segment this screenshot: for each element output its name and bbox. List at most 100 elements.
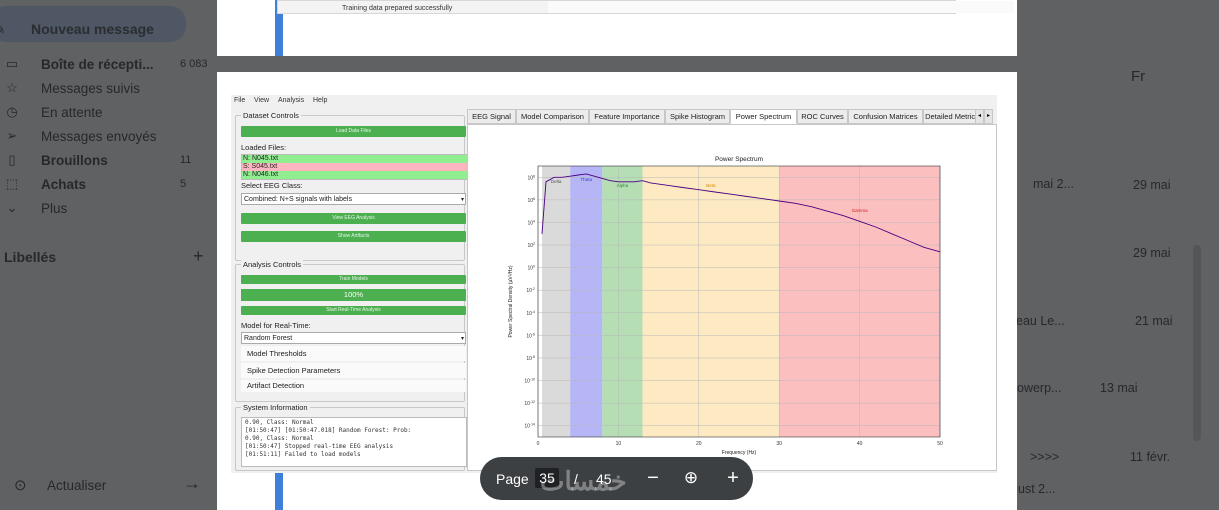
nav-item[interactable]: ▭ Boîte de récepti... 6 083 bbox=[0, 56, 215, 76]
y-tick-exponent: -8 bbox=[532, 355, 535, 359]
mail-row-fragment: >>>> bbox=[1030, 450, 1060, 464]
class-select-value: Combined: N+S signals with labels bbox=[244, 196, 352, 203]
model-thresholds-section[interactable]: Model Thresholds bbox=[241, 346, 466, 361]
y-axis-label: Power Spectral Density (µV²/Hz) bbox=[508, 265, 514, 337]
pdf-page-34: Training data prepared successfully bbox=[217, 0, 1017, 56]
tab-model-comparison[interactable]: Model Comparison bbox=[516, 109, 589, 124]
log-strip-shade bbox=[548, 1, 1014, 13]
chevron-down-icon: ⌄ bbox=[6, 200, 18, 215]
tab-roc-curves[interactable]: ROC Curves bbox=[797, 109, 848, 124]
watermark-logo: خمسات bbox=[540, 466, 627, 496]
log-line: [01:50:47] Stopped real-time EEG analysi… bbox=[245, 443, 394, 450]
tab-power-spectrum[interactable]: Power Spectrum bbox=[730, 109, 797, 124]
menu-file[interactable]: File bbox=[234, 97, 246, 104]
band-theta bbox=[570, 166, 603, 437]
arrow-right-icon[interactable]: → bbox=[183, 473, 201, 493]
y-tick-exponent: -4 bbox=[532, 310, 535, 314]
y-tick-exponent: -6 bbox=[532, 332, 535, 336]
band-label: Theta bbox=[580, 177, 592, 182]
left-panel: Dataset Controls Load Data Files Loaded … bbox=[231, 107, 469, 473]
realtime-button[interactable]: Start Real-Time Analysis bbox=[241, 306, 466, 315]
nav-item[interactable]: ◷ En attente bbox=[0, 104, 215, 124]
load-data-button[interactable]: Load Data Files bbox=[241, 126, 466, 137]
zoom-out-icon[interactable]: − bbox=[647, 467, 659, 489]
zoom-fit-icon[interactable]: ⊕ bbox=[683, 468, 699, 487]
tab-spike-histogram[interactable]: Spike Histogram bbox=[665, 109, 730, 124]
y-tick-exponent: -14 bbox=[530, 423, 535, 427]
y-tick-exponent: -12 bbox=[530, 400, 535, 404]
y-tick-label: 10-12 bbox=[524, 400, 535, 407]
clock-icon: ◷ bbox=[6, 104, 18, 119]
show-artifacts-button[interactable]: Show Artifacts bbox=[241, 231, 466, 242]
page-label: Page bbox=[496, 471, 529, 487]
mail-row-fragment: owerp... bbox=[1017, 381, 1062, 395]
band-label: Gamma bbox=[852, 208, 869, 213]
system-log[interactable]: 0.90, Class: Normal [01:50:47] [01:50:47.… bbox=[241, 417, 467, 467]
file-list-item[interactable]: N: N045.txt bbox=[242, 155, 467, 163]
model-select[interactable]: Random Forest ▾ bbox=[241, 332, 466, 344]
nav-count: 6 083 bbox=[180, 58, 208, 70]
tab-bar: EEG Signal Model Comparison Feature Import… bbox=[467, 109, 997, 124]
band-delta bbox=[542, 166, 571, 437]
nav-item[interactable]: ☆ Messages suivis bbox=[0, 80, 215, 100]
zoom-in-icon[interactable]: + bbox=[727, 467, 739, 489]
tab-detailed-metrics[interactable]: Detailed Metrics bbox=[923, 109, 981, 124]
compose-button[interactable]: ✎ Nouveau message bbox=[0, 6, 186, 42]
band-label: Delta bbox=[551, 179, 562, 184]
mail-row-fragment: ust 2... bbox=[1018, 482, 1056, 496]
nav-item[interactable]: ⌄ Plus bbox=[0, 200, 215, 220]
pdf-page-35: File View Analysis Help Dataset Controls… bbox=[217, 72, 1017, 510]
dropdown-arrow-icon: ▾ bbox=[460, 197, 464, 203]
spike-detection-section[interactable]: Spike Detection Parameters bbox=[241, 363, 466, 378]
plot-area: Delta Theta Alpha Beta Gamma 0 10 20 30 40 50 108 10… bbox=[467, 124, 997, 471]
x-tick-label: 10 bbox=[616, 441, 622, 447]
chart-title: Power Spectrum bbox=[715, 156, 763, 163]
y-tick-label: 106 bbox=[527, 197, 535, 204]
file-list-item[interactable]: N: N046.txt bbox=[242, 171, 467, 179]
band-beta bbox=[642, 166, 780, 437]
menu-analysis[interactable]: Analysis bbox=[278, 97, 305, 104]
class-select[interactable]: Combined: N+S signals with labels ▾ bbox=[241, 193, 466, 205]
nav-item[interactable]: ▯ Brouillons 11 bbox=[0, 152, 215, 172]
select-class-label: Select EEG Class: bbox=[241, 181, 303, 190]
labels-heading: Libellés bbox=[4, 249, 57, 265]
menu-help[interactable]: Help bbox=[313, 97, 328, 104]
tab-scroll-left-icon[interactable]: ◂ bbox=[975, 109, 984, 124]
train-models-button[interactable]: Train Models bbox=[241, 275, 466, 284]
file-list[interactable]: N: N045.txt S: S045.txt N: N046.txt bbox=[241, 154, 468, 180]
y-tick-exponent: 0 bbox=[533, 265, 535, 269]
dataset-controls-group: Dataset Controls Load Data Files Loaded … bbox=[235, 111, 468, 261]
y-tick-exponent: -10 bbox=[530, 378, 535, 382]
y-tick-label: 108 bbox=[527, 174, 535, 181]
menu-view[interactable]: View bbox=[254, 97, 270, 104]
tab-feature-importance[interactable]: Feature Importance bbox=[589, 109, 665, 124]
log-line: 0.90, Class: Normal bbox=[245, 435, 314, 442]
inbox-icon: ▭ bbox=[5, 56, 19, 71]
page-number-input[interactable]: 35 bbox=[535, 468, 559, 488]
x-tick-label: 30 bbox=[776, 441, 782, 447]
x-axis-label: Frequency (Hz) bbox=[722, 450, 757, 456]
view-eeg-button[interactable]: View EEG Analysis bbox=[241, 213, 466, 224]
y-tick-label: 10-6 bbox=[526, 332, 535, 339]
x-tick-label: 50 bbox=[937, 441, 943, 447]
add-label-icon[interactable]: + bbox=[193, 246, 204, 266]
tab-eeg-signal[interactable]: EEG Signal bbox=[467, 109, 516, 124]
file-list-item[interactable]: S: S045.txt bbox=[242, 163, 467, 171]
nav-item[interactable]: ⬚ Achats 5 bbox=[0, 176, 215, 196]
page-accent-bar bbox=[275, 470, 283, 510]
scrollbar[interactable] bbox=[1193, 245, 1201, 441]
tab-scroll-right-icon[interactable]: ▸ bbox=[984, 109, 993, 124]
page-accent-bar bbox=[275, 0, 283, 56]
dropdown-arrow-icon: ▾ bbox=[460, 336, 464, 342]
training-progress-bar: 100% bbox=[241, 289, 466, 301]
y-tick-exponent: -2 bbox=[532, 287, 535, 291]
artifact-detection-section[interactable]: Artifact Detection bbox=[241, 380, 466, 392]
pencil-icon: ✎ bbox=[0, 20, 9, 38]
tab-confusion-matrices[interactable]: Confusion Matrices bbox=[848, 109, 923, 124]
mail-row-fragment: mai 2... bbox=[1033, 177, 1074, 191]
refresh-label[interactable]: Actualiser bbox=[47, 478, 107, 493]
nav-label: En attente bbox=[41, 105, 103, 120]
mail-row-fragment: 13 mai bbox=[1100, 381, 1138, 395]
nav-item[interactable]: ➢ Messages envoyés bbox=[0, 128, 215, 148]
band-label: Beta bbox=[706, 183, 716, 188]
